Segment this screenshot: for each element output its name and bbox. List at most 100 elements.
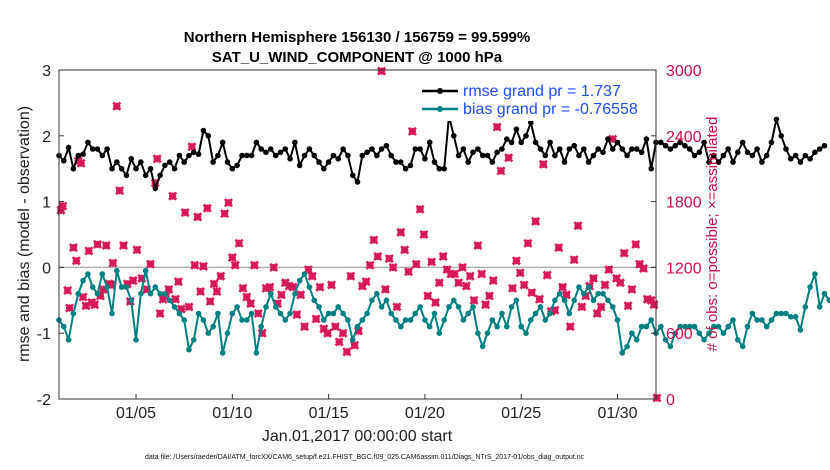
bias-point xyxy=(99,271,106,277)
y-axis-left: -2 -1 0 1 2 3 xyxy=(37,63,64,409)
bias-point xyxy=(330,310,337,317)
bias-point xyxy=(340,310,346,317)
bias-point xyxy=(436,330,443,337)
bias-point xyxy=(658,323,664,330)
rmse-point xyxy=(109,165,115,172)
rmse-point xyxy=(773,116,780,123)
obs-assimilated-marker xyxy=(427,257,437,267)
bias-point xyxy=(133,337,139,343)
rmse-point xyxy=(234,162,240,169)
obs-assimilated-marker xyxy=(558,282,568,292)
bias-point xyxy=(277,310,284,317)
obs-assimilated-marker xyxy=(338,328,348,338)
obs-assimilated-marker xyxy=(434,278,444,288)
bias-point xyxy=(402,317,409,323)
obs-assimilated-marker xyxy=(573,221,583,231)
rmse-point xyxy=(783,146,789,152)
rmse-point xyxy=(417,146,423,152)
obs-assimilated-marker xyxy=(193,212,203,222)
bias-point xyxy=(730,317,736,323)
bias-point xyxy=(465,310,472,317)
rmse-point xyxy=(537,146,544,152)
bias-point xyxy=(489,317,496,323)
rmse-point xyxy=(619,146,626,152)
rmse-point xyxy=(147,165,154,172)
rmse-point xyxy=(70,165,77,172)
bias-point xyxy=(686,323,693,330)
bias-point xyxy=(75,290,82,297)
rmse-point xyxy=(494,149,500,156)
x-axis: 01/05 01/10 01/15 01/20 01/25 01/30 xyxy=(116,394,638,422)
bias-point xyxy=(287,310,293,317)
bias-point xyxy=(571,297,577,304)
rmse-point xyxy=(171,165,178,172)
rmse-point xyxy=(711,152,717,159)
rmse-point xyxy=(600,149,606,156)
obs-assimilated-marker xyxy=(330,322,340,332)
obs-assimilated-marker xyxy=(488,276,498,286)
rmse-point xyxy=(123,172,130,179)
bias-point xyxy=(677,323,683,330)
rmse-point xyxy=(701,139,707,146)
rmse-point xyxy=(518,139,524,146)
bias-point xyxy=(349,337,356,343)
bias-point xyxy=(85,271,91,277)
obs-assimilated-marker xyxy=(496,166,506,176)
y-tick-label-right: 1200 xyxy=(666,260,702,277)
bias-point xyxy=(552,297,558,304)
y-tick-label-left: -2 xyxy=(37,392,51,409)
obs-assimilated-marker xyxy=(457,262,467,272)
bias-point xyxy=(234,304,240,310)
rmse-point xyxy=(763,152,770,159)
rmse-point xyxy=(407,162,414,169)
rmse-point xyxy=(821,142,828,149)
rmse-point xyxy=(658,139,664,146)
rmse-point xyxy=(581,146,587,152)
obs-assimilated-marker xyxy=(600,280,610,290)
bias-point xyxy=(484,330,491,337)
rmse-point xyxy=(677,139,683,146)
obs-assimilated-marker xyxy=(84,246,94,256)
obs-assimilated-marker xyxy=(538,159,548,169)
bias-point xyxy=(701,337,707,343)
bias-point xyxy=(200,317,207,323)
obs-assimilated-marker xyxy=(180,208,190,218)
bias-point xyxy=(109,310,115,317)
rmse-point xyxy=(128,156,134,162)
bias-point xyxy=(778,310,784,317)
obs-assimilated-marker xyxy=(504,153,514,163)
obs-assimilated-marker xyxy=(531,216,541,226)
rmse-point xyxy=(566,146,573,152)
bias-point xyxy=(224,330,231,337)
rmse-point xyxy=(239,152,245,159)
bias-point xyxy=(792,314,799,320)
rmse-point xyxy=(369,146,375,152)
rmse-point xyxy=(426,139,433,146)
rmse-point xyxy=(133,165,139,172)
bias-point xyxy=(821,290,828,297)
rmse-point xyxy=(614,139,621,146)
obs-assimilated-marker xyxy=(90,300,100,310)
obs-assimilated-marker xyxy=(612,273,622,283)
obs-assimilated-marker xyxy=(323,328,333,338)
rmse-point xyxy=(778,133,784,139)
obs-assimilated-marker xyxy=(631,239,641,249)
rmse-point xyxy=(696,149,703,156)
obs-assimilated-marker xyxy=(380,284,390,294)
rmse-point xyxy=(542,152,549,159)
bias-point xyxy=(600,290,606,297)
obs-assimilated-marker xyxy=(220,209,230,219)
rmse-point xyxy=(470,149,476,156)
bias-point xyxy=(590,297,597,304)
rmse-point xyxy=(802,152,809,159)
rmse-point xyxy=(629,146,635,152)
rmse-point xyxy=(638,149,645,156)
legend-bias-marker xyxy=(437,106,443,112)
obs-assimilated-marker xyxy=(92,239,103,249)
rmse-point xyxy=(287,156,293,162)
bias-point xyxy=(475,330,481,337)
rmse-point xyxy=(335,156,342,162)
obs-assimilated-marker xyxy=(469,295,479,305)
rmse-point xyxy=(258,146,265,152)
rmse-point xyxy=(388,152,395,159)
